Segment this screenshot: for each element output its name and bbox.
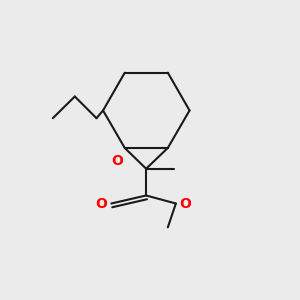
Text: O: O [111,154,123,168]
Text: O: O [96,196,107,211]
Text: O: O [180,196,192,211]
